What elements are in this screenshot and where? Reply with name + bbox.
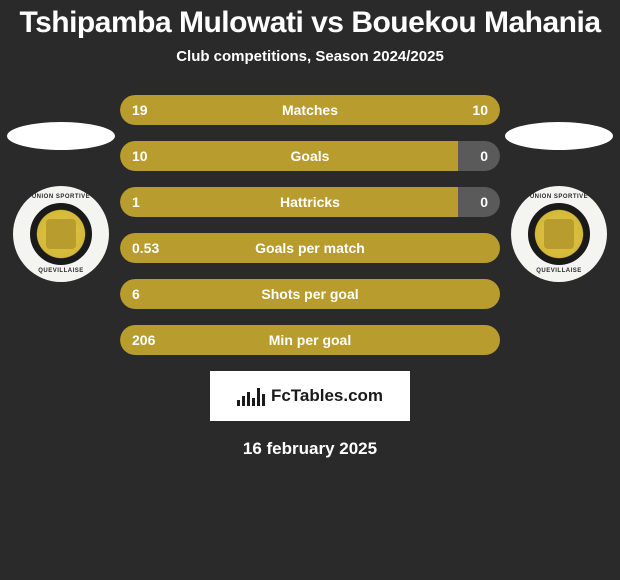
stat-row: 10 0 Goals	[120, 141, 500, 171]
stat-label: Min per goal	[269, 332, 351, 348]
logo-bar-segment	[242, 396, 245, 406]
stat-value-left: 206	[132, 332, 155, 348]
stat-value-left: 6	[132, 286, 140, 302]
logo-bar-segment	[252, 398, 255, 406]
stat-value-left: 19	[132, 102, 148, 118]
stat-label: Goals per match	[255, 240, 365, 256]
stat-value-left: 0.53	[132, 240, 159, 256]
stat-value-left: 1	[132, 194, 140, 210]
page-title: Tshipamba Mulowati vs Bouekou Mahania	[0, 0, 620, 48]
stat-label: Shots per goal	[261, 286, 358, 302]
branding-banner: FcTables.com	[210, 371, 410, 421]
snapshot-date: 16 february 2025	[0, 439, 620, 459]
stat-label: Goals	[291, 148, 330, 164]
fctables-logo-icon	[237, 386, 265, 406]
stat-row: 1 0 Hattricks	[120, 187, 500, 217]
stat-row: 0.53 Goals per match	[120, 233, 500, 263]
stat-bar-right	[458, 141, 500, 171]
stat-row: 6 Shots per goal	[120, 279, 500, 309]
branding-text: FcTables.com	[271, 386, 383, 406]
stats-comparison-table: 1910Matches100Goals10Hattricks0.53Goals …	[0, 95, 620, 355]
stat-label: Matches	[282, 102, 338, 118]
subtitle: Club competitions, Season 2024/2025	[0, 48, 620, 65]
logo-bar-segment	[247, 392, 250, 406]
logo-bar-segment	[257, 388, 260, 406]
logo-bar-segment	[237, 400, 240, 406]
stat-row: 19 10 Matches	[120, 95, 500, 125]
stat-value-right: 0	[480, 194, 488, 210]
stat-value-left: 10	[132, 148, 148, 164]
stat-label: Hattricks	[280, 194, 340, 210]
stat-row: 206 Min per goal	[120, 325, 500, 355]
stat-bar-right	[458, 187, 500, 217]
stat-value-right: 0	[480, 148, 488, 164]
stat-value-right: 10	[472, 102, 488, 118]
stat-bar-left	[120, 141, 458, 171]
logo-bar-segment	[262, 394, 265, 406]
